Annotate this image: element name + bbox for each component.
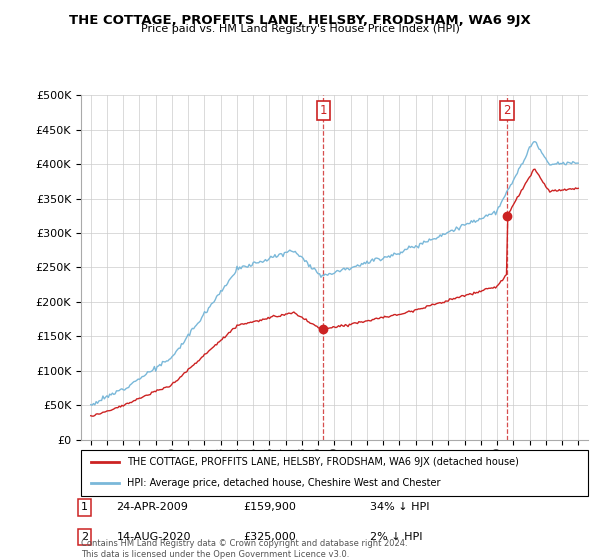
Text: 34% ↓ HPI: 34% ↓ HPI: [370, 502, 430, 512]
Text: 1: 1: [81, 502, 88, 512]
Text: £325,000: £325,000: [243, 532, 296, 542]
Text: 2: 2: [81, 532, 88, 542]
Text: Price paid vs. HM Land Registry's House Price Index (HPI): Price paid vs. HM Land Registry's House …: [140, 24, 460, 34]
Text: £159,900: £159,900: [243, 502, 296, 512]
Text: 1: 1: [320, 104, 327, 117]
Text: 14-AUG-2020: 14-AUG-2020: [116, 532, 191, 542]
Text: 2: 2: [503, 104, 511, 117]
Text: HPI: Average price, detached house, Cheshire West and Chester: HPI: Average price, detached house, Ches…: [127, 478, 440, 488]
Text: 2% ↓ HPI: 2% ↓ HPI: [370, 532, 422, 542]
Text: Contains HM Land Registry data © Crown copyright and database right 2024.
This d: Contains HM Land Registry data © Crown c…: [81, 539, 407, 559]
Text: 24-APR-2009: 24-APR-2009: [116, 502, 188, 512]
Text: THE COTTAGE, PROFFITS LANE, HELSBY, FRODSHAM, WA6 9JX (detached house): THE COTTAGE, PROFFITS LANE, HELSBY, FROD…: [127, 457, 518, 467]
Text: THE COTTAGE, PROFFITS LANE, HELSBY, FRODSHAM, WA6 9JX: THE COTTAGE, PROFFITS LANE, HELSBY, FROD…: [69, 14, 531, 27]
